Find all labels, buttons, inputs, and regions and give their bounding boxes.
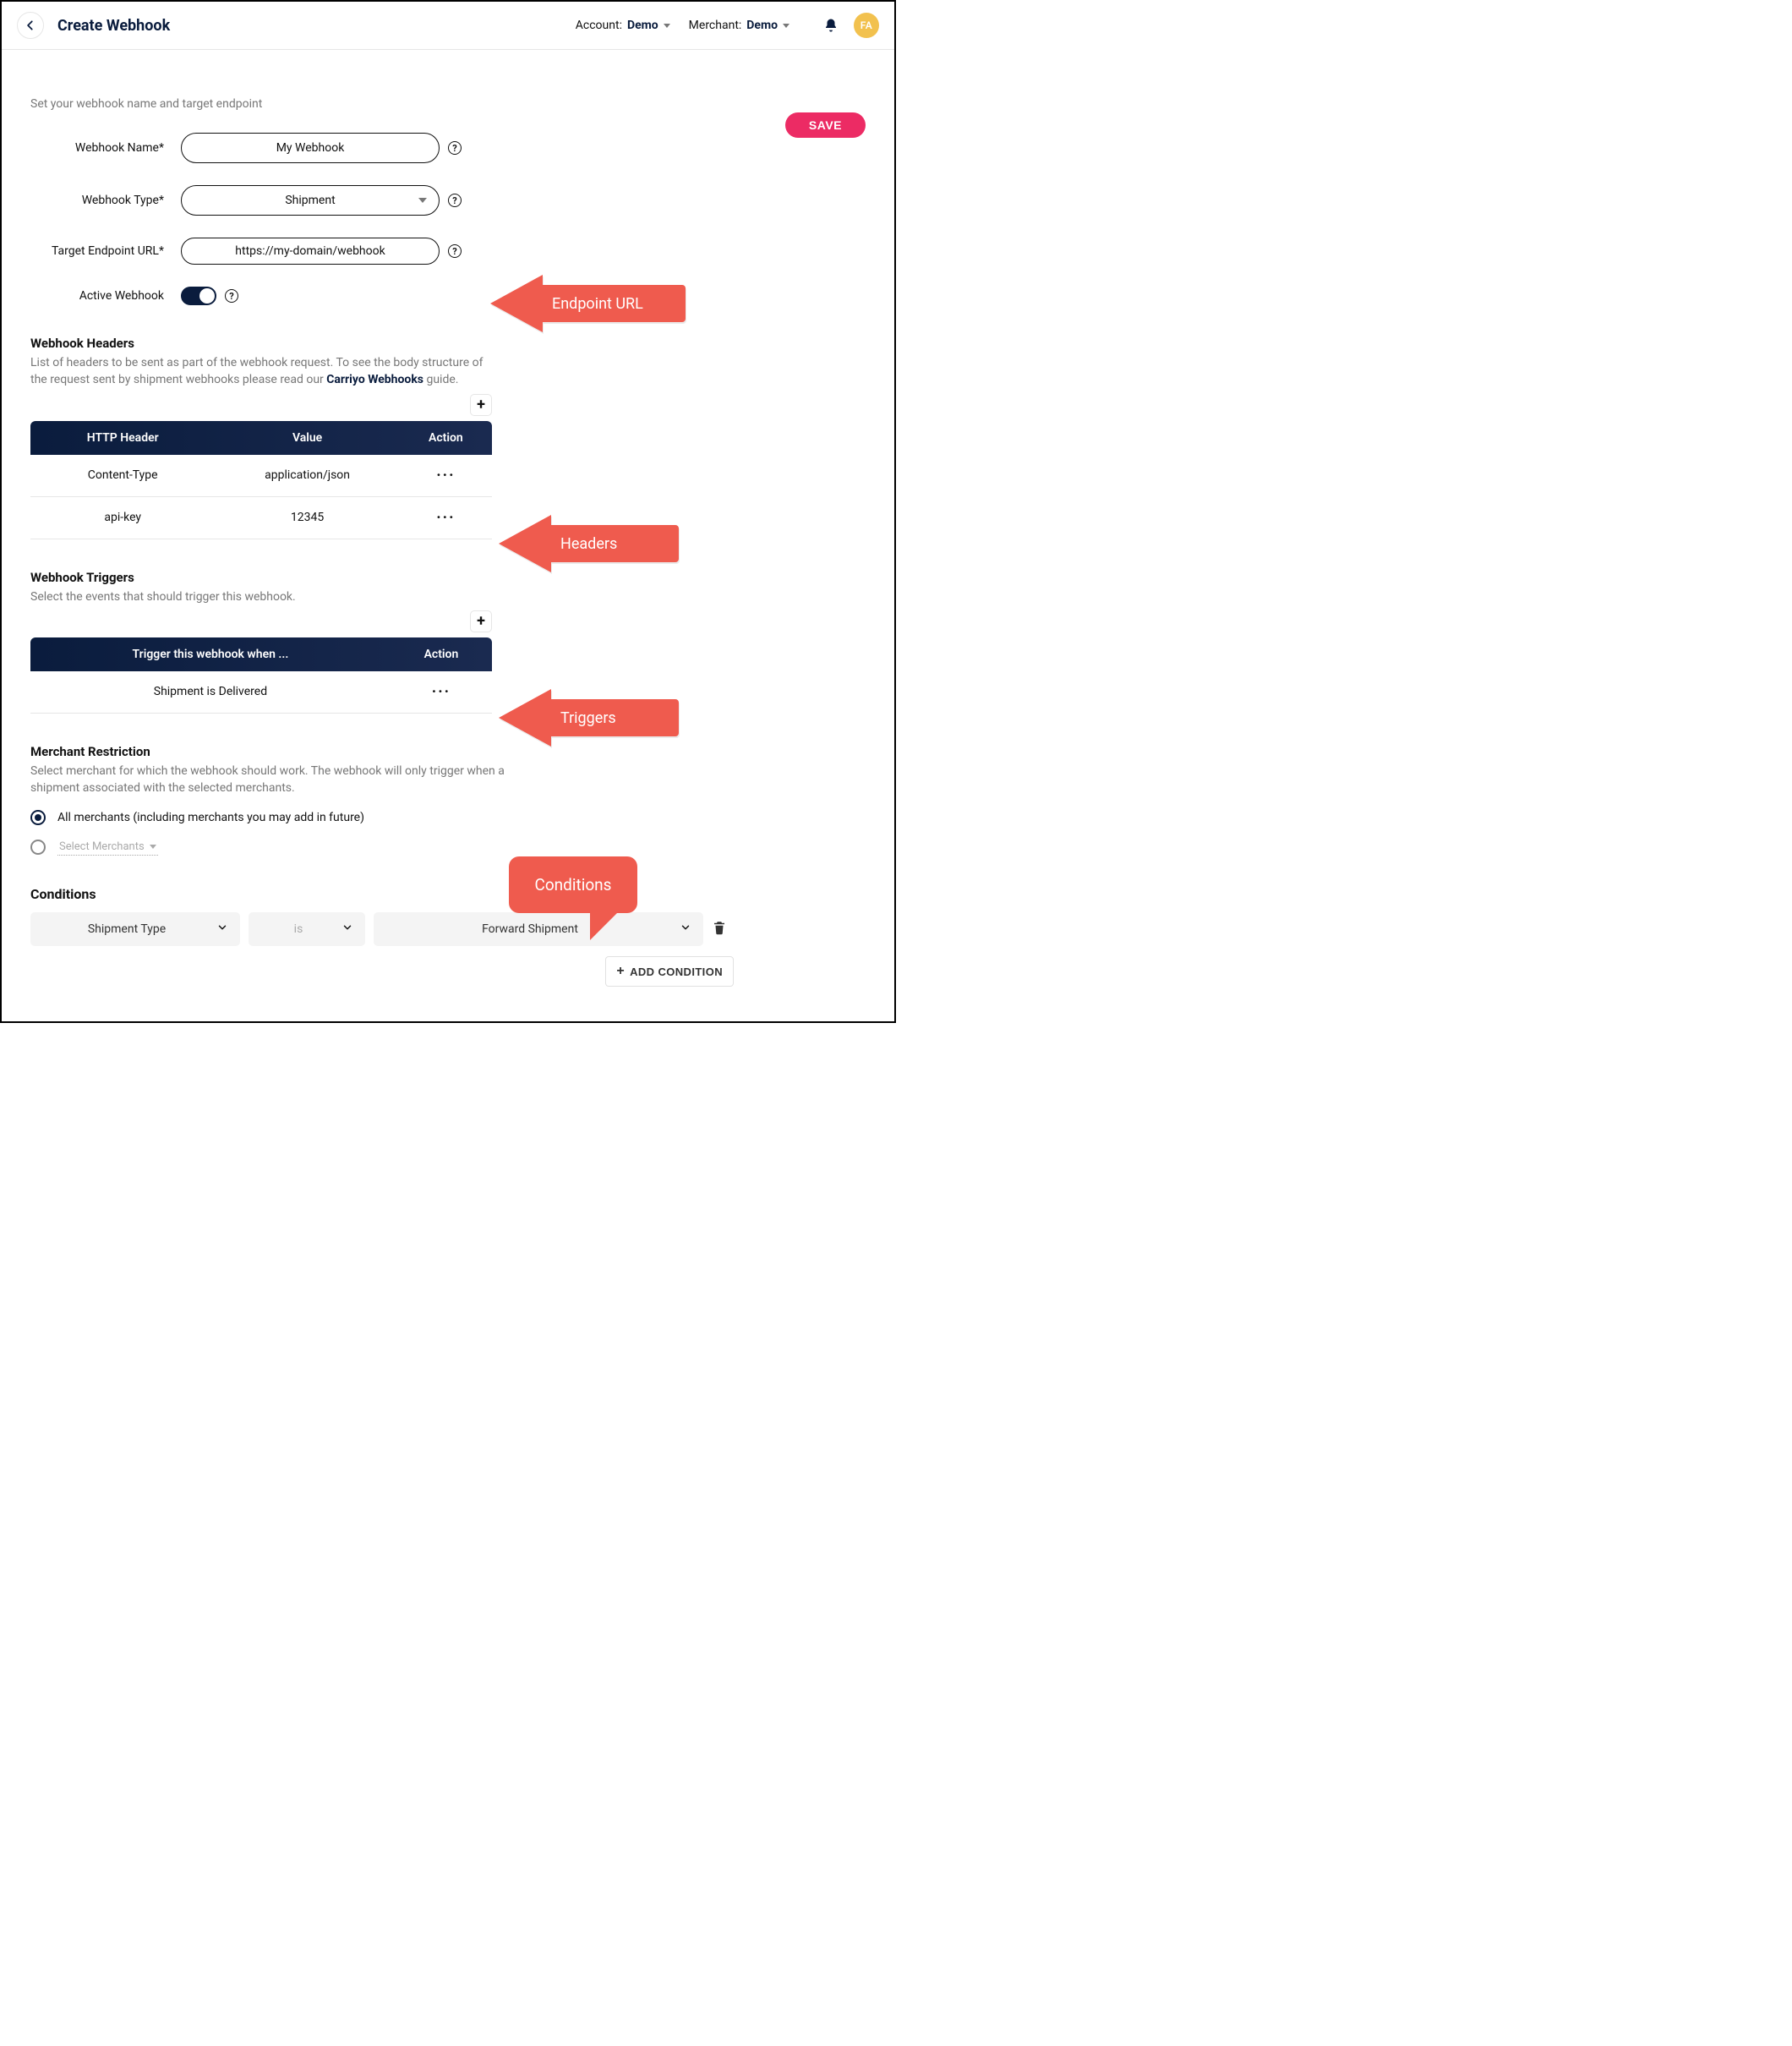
select-merchants-dropdown[interactable]: Select Merchants bbox=[57, 839, 158, 856]
help-icon[interactable]: ? bbox=[225, 289, 238, 303]
chevron-down-icon bbox=[418, 198, 427, 203]
conditions-title: Conditions bbox=[30, 886, 866, 902]
headers-desc: List of headers to be sent as part of th… bbox=[30, 354, 492, 389]
webhook-type-label: Webhook Type* bbox=[30, 194, 164, 207]
col-http-header: HTTP Header bbox=[30, 421, 215, 455]
active-webhook-toggle[interactable] bbox=[181, 287, 216, 305]
row-actions-icon[interactable]: ··· bbox=[432, 683, 451, 701]
headers-title: Webhook Headers bbox=[30, 336, 492, 351]
callout-endpoint-url: Endpoint URL bbox=[490, 275, 686, 332]
webhook-type-select[interactable]: Shipment bbox=[181, 185, 440, 216]
back-button[interactable] bbox=[17, 12, 44, 39]
radio-select-merchants[interactable] bbox=[30, 840, 46, 855]
add-header-button[interactable]: + bbox=[470, 394, 492, 416]
merchant-restriction-section: Merchant Restriction Select merchant for… bbox=[30, 744, 538, 856]
chevron-down-icon bbox=[216, 922, 228, 937]
avatar[interactable]: FA bbox=[854, 13, 879, 38]
webhooks-guide-link[interactable]: Carriyo Webhooks bbox=[326, 373, 423, 386]
help-icon[interactable]: ? bbox=[448, 141, 462, 155]
chevron-down-icon bbox=[783, 24, 789, 28]
select-merchants-placeholder: Select Merchants bbox=[59, 840, 145, 853]
header-key: Content-Type bbox=[30, 455, 215, 497]
page-title: Create Webhook bbox=[57, 17, 170, 35]
condition-field-value: Shipment Type bbox=[88, 922, 166, 936]
webhook-type-value: Shipment bbox=[285, 194, 335, 207]
conditions-section: Conditions Shipment Type is Forward Ship… bbox=[30, 886, 866, 987]
merchant-label: Merchant: bbox=[689, 19, 742, 32]
restriction-title: Merchant Restriction bbox=[30, 744, 538, 759]
help-icon[interactable]: ? bbox=[448, 244, 462, 258]
merchant-selector[interactable]: Merchant: Demo bbox=[689, 19, 789, 32]
chevron-down-icon bbox=[664, 24, 670, 28]
callout-conditions: Conditions bbox=[509, 856, 637, 940]
account-selector[interactable]: Account: Demo bbox=[576, 19, 670, 32]
table-row: Content-Type application/json ··· bbox=[30, 455, 492, 497]
table-row: api-key 12345 ··· bbox=[30, 496, 492, 539]
plus-icon: + bbox=[616, 964, 625, 979]
trigger-label: Shipment is Delivered bbox=[30, 671, 391, 714]
endpoint-url-input[interactable]: https://my-domain/webhook bbox=[181, 238, 440, 265]
triggers-title: Webhook Triggers bbox=[30, 570, 492, 585]
webhook-name-input[interactable]: My Webhook bbox=[181, 133, 440, 163]
header-value: 12345 bbox=[215, 496, 399, 539]
radio-all-merchants-label: All merchants (including merchants you m… bbox=[57, 811, 364, 824]
table-row: Shipment is Delivered ··· bbox=[30, 671, 492, 714]
save-button[interactable]: SAVE bbox=[785, 112, 866, 138]
header-value: application/json bbox=[215, 455, 399, 497]
endpoint-url-value: https://my-domain/webhook bbox=[235, 244, 385, 258]
chevron-down-icon bbox=[680, 922, 691, 937]
restriction-desc: Select merchant for which the webhook sh… bbox=[30, 763, 538, 797]
delete-condition-icon[interactable] bbox=[712, 920, 727, 938]
help-icon[interactable]: ? bbox=[448, 194, 462, 207]
col-action: Action bbox=[391, 637, 492, 671]
triggers-desc: Select the events that should trigger th… bbox=[30, 588, 492, 605]
col-trigger: Trigger this webhook when ... bbox=[30, 637, 391, 671]
active-webhook-label: Active Webhook bbox=[30, 289, 164, 303]
chevron-down-icon bbox=[150, 845, 156, 849]
condition-field-select[interactable]: Shipment Type bbox=[30, 912, 240, 946]
headers-section: Webhook Headers List of headers to be se… bbox=[30, 336, 492, 539]
chevron-down-icon bbox=[341, 922, 353, 937]
add-condition-button[interactable]: + ADD CONDITION bbox=[605, 956, 734, 987]
col-value: Value bbox=[215, 421, 399, 455]
account-value: Demo bbox=[627, 19, 658, 32]
triggers-table: Trigger this webhook when ... Action Shi… bbox=[30, 637, 492, 714]
triggers-section: Webhook Triggers Select the events that … bbox=[30, 570, 492, 714]
notifications-bell-icon[interactable] bbox=[823, 18, 839, 33]
callout-headers: Headers bbox=[499, 515, 679, 572]
merchant-value: Demo bbox=[746, 19, 778, 32]
radio-all-merchants[interactable] bbox=[30, 810, 46, 825]
add-condition-label: ADD CONDITION bbox=[630, 966, 723, 978]
col-action: Action bbox=[400, 421, 492, 455]
headers-table: HTTP Header Value Action Content-Type ap… bbox=[30, 421, 492, 539]
callout-triggers: Triggers bbox=[499, 689, 679, 747]
endpoint-url-label: Target Endpoint URL* bbox=[30, 244, 164, 258]
webhook-name-value: My Webhook bbox=[276, 141, 345, 155]
page-header: Create Webhook Account: Demo Merchant: D… bbox=[2, 2, 894, 50]
header-key: api-key bbox=[30, 496, 215, 539]
row-actions-icon[interactable]: ··· bbox=[436, 467, 455, 484]
condition-op-value: is bbox=[294, 922, 303, 936]
account-label: Account: bbox=[576, 19, 622, 32]
condition-op-select[interactable]: is bbox=[249, 912, 365, 946]
form-intro-text: Set your webhook name and target endpoin… bbox=[30, 97, 866, 111]
webhook-name-label: Webhook Name* bbox=[30, 141, 164, 155]
add-trigger-button[interactable]: + bbox=[470, 610, 492, 632]
row-actions-icon[interactable]: ··· bbox=[436, 509, 455, 527]
